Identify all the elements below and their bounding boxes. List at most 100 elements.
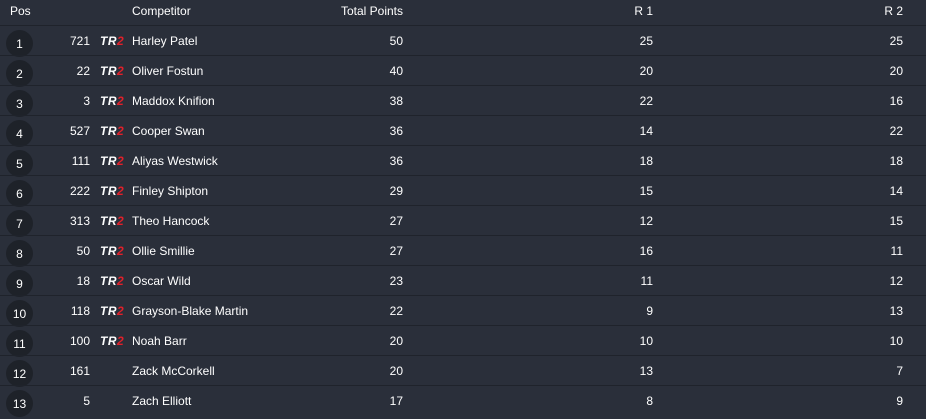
header-competitor[interactable]: Competitor — [132, 4, 191, 18]
car-number: 100 — [69, 334, 90, 348]
header-pos[interactable]: Pos — [10, 4, 31, 18]
competitor-name[interactable]: Zack McCorkell — [132, 364, 215, 378]
round-1-points: 12 — [639, 214, 653, 228]
round-2-points: 9 — [896, 394, 903, 408]
car-number: 22 — [76, 64, 90, 78]
tr2-class-logo-icon: TR2 — [100, 274, 125, 288]
table-row[interactable]: 6 222 TR2 Finley Shipton 29 15 14 — [0, 175, 926, 207]
total-points: 20 — [389, 334, 403, 348]
total-points: 29 — [389, 184, 403, 198]
round-1-points: 16 — [639, 244, 653, 258]
tr2-class-logo-icon: TR2 — [100, 94, 125, 108]
competitor-name[interactable]: Cooper Swan — [132, 124, 205, 138]
table-row[interactable]: 9 18 TR2 Oscar Wild 23 11 12 — [0, 265, 926, 297]
table-row[interactable]: 10 118 TR2 Grayson-Blake Martin 22 9 13 — [0, 295, 926, 327]
position-badge: 2 — [6, 60, 33, 87]
table-row[interactable]: 2 22 TR2 Oliver Fostun 40 20 20 — [0, 55, 926, 87]
table-row[interactable]: 12 161 Zack McCorkell 20 13 7 — [0, 355, 926, 387]
round-2-points: 13 — [889, 304, 903, 318]
competitor-name[interactable]: Maddox Knifion — [132, 94, 215, 108]
position-badge: 8 — [6, 240, 33, 267]
car-number: 5 — [83, 394, 90, 408]
round-1-points: 15 — [639, 184, 653, 198]
round-2-points: 16 — [889, 94, 903, 108]
tr2-class-logo-icon: TR2 — [100, 244, 125, 258]
car-number: 50 — [76, 244, 90, 258]
table-row[interactable]: 8 50 TR2 Ollie Smillie 27 16 11 — [0, 235, 926, 267]
total-points: 38 — [389, 94, 403, 108]
competitor-name[interactable]: Ollie Smillie — [132, 244, 195, 258]
table-header: Pos Competitor Total Points R 1 R 2 — [0, 0, 926, 25]
total-points: 27 — [389, 244, 403, 258]
round-1-points: 20 — [639, 64, 653, 78]
competitor-name[interactable]: Noah Barr — [132, 334, 187, 348]
round-1-points: 25 — [639, 34, 653, 48]
table-row[interactable]: 13 5 Zach Elliott 17 8 9 — [0, 385, 926, 417]
table-row[interactable]: 7 313 TR2 Theo Hancock 27 12 15 — [0, 205, 926, 237]
car-number: 161 — [69, 364, 90, 378]
competitor-name[interactable]: Finley Shipton — [132, 184, 209, 198]
competitor-name[interactable]: Theo Hancock — [132, 214, 210, 228]
round-2-points: 18 — [889, 154, 903, 168]
round-2-points: 14 — [889, 184, 903, 198]
round-1-points: 9 — [646, 304, 653, 318]
round-1-points: 14 — [639, 124, 653, 138]
round-1-points: 10 — [639, 334, 653, 348]
tr2-class-logo-icon: TR2 — [100, 304, 125, 318]
total-points: 17 — [389, 394, 403, 408]
total-points: 23 — [389, 274, 403, 288]
tr2-class-logo-icon: TR2 — [100, 214, 125, 228]
table-row[interactable]: 5 111 TR2 Aliyas Westwick 36 18 18 — [0, 145, 926, 177]
competitor-name[interactable]: Aliyas Westwick — [132, 154, 218, 168]
total-points: 20 — [389, 364, 403, 378]
position-badge: 7 — [6, 210, 33, 237]
car-number: 118 — [70, 304, 90, 318]
tr2-class-logo-icon: TR2 — [100, 154, 125, 168]
total-points: 36 — [389, 154, 403, 168]
round-2-points: 11 — [890, 244, 903, 258]
position-badge: 5 — [6, 150, 33, 177]
tr2-class-logo-icon: TR2 — [100, 184, 125, 198]
round-2-points: 15 — [889, 214, 903, 228]
position-badge: 6 — [6, 180, 33, 207]
round-1-points: 18 — [639, 154, 653, 168]
position-badge: 3 — [6, 90, 33, 117]
round-2-points: 7 — [896, 364, 903, 378]
car-number: 3 — [83, 94, 90, 108]
table-row[interactable]: 4 527 TR2 Cooper Swan 36 14 22 — [0, 115, 926, 147]
tr2-class-logo-icon: TR2 — [100, 34, 125, 48]
round-1-points: 8 — [646, 394, 653, 408]
car-number: 313 — [69, 214, 90, 228]
table-row[interactable]: 3 3 TR2 Maddox Knifion 38 22 16 — [0, 85, 926, 117]
car-number: 222 — [69, 184, 90, 198]
tr2-class-logo-icon: TR2 — [100, 64, 125, 78]
header-total-points[interactable]: Total Points — [340, 4, 403, 18]
competitor-name[interactable]: Grayson-Blake Martin — [132, 304, 249, 318]
position-badge: 1 — [6, 30, 33, 57]
competitor-name[interactable]: Oscar Wild — [132, 274, 191, 288]
position-badge: 9 — [6, 270, 33, 297]
car-number: 721 — [69, 34, 90, 48]
table-row[interactable]: 11 100 TR2 Noah Barr 20 10 10 — [0, 325, 926, 357]
round-2-points: 22 — [889, 124, 903, 138]
competitor-name[interactable]: Zach Elliott — [132, 394, 192, 408]
round-2-points: 10 — [889, 334, 903, 348]
round-2-points: 20 — [889, 64, 903, 78]
position-badge: 4 — [6, 120, 33, 147]
car-number: 527 — [69, 124, 90, 138]
car-number: 111 — [71, 154, 90, 168]
header-r1[interactable]: R 1 — [634, 4, 653, 18]
round-1-points: 22 — [639, 94, 653, 108]
header-r2[interactable]: R 2 — [884, 4, 903, 18]
position-badge: 12 — [6, 360, 33, 387]
table-row[interactable]: 1 721 TR2 Harley Patel 50 25 25 — [0, 25, 926, 57]
total-points: 22 — [389, 304, 403, 318]
competitor-name[interactable]: Oliver Fostun — [132, 64, 204, 78]
total-points: 40 — [389, 64, 403, 78]
position-badge: 10 — [6, 300, 33, 327]
round-2-points: 12 — [889, 274, 903, 288]
tr2-class-logo-icon: TR2 — [100, 334, 125, 348]
competitor-name[interactable]: Harley Patel — [132, 34, 198, 48]
total-points: 50 — [389, 34, 403, 48]
